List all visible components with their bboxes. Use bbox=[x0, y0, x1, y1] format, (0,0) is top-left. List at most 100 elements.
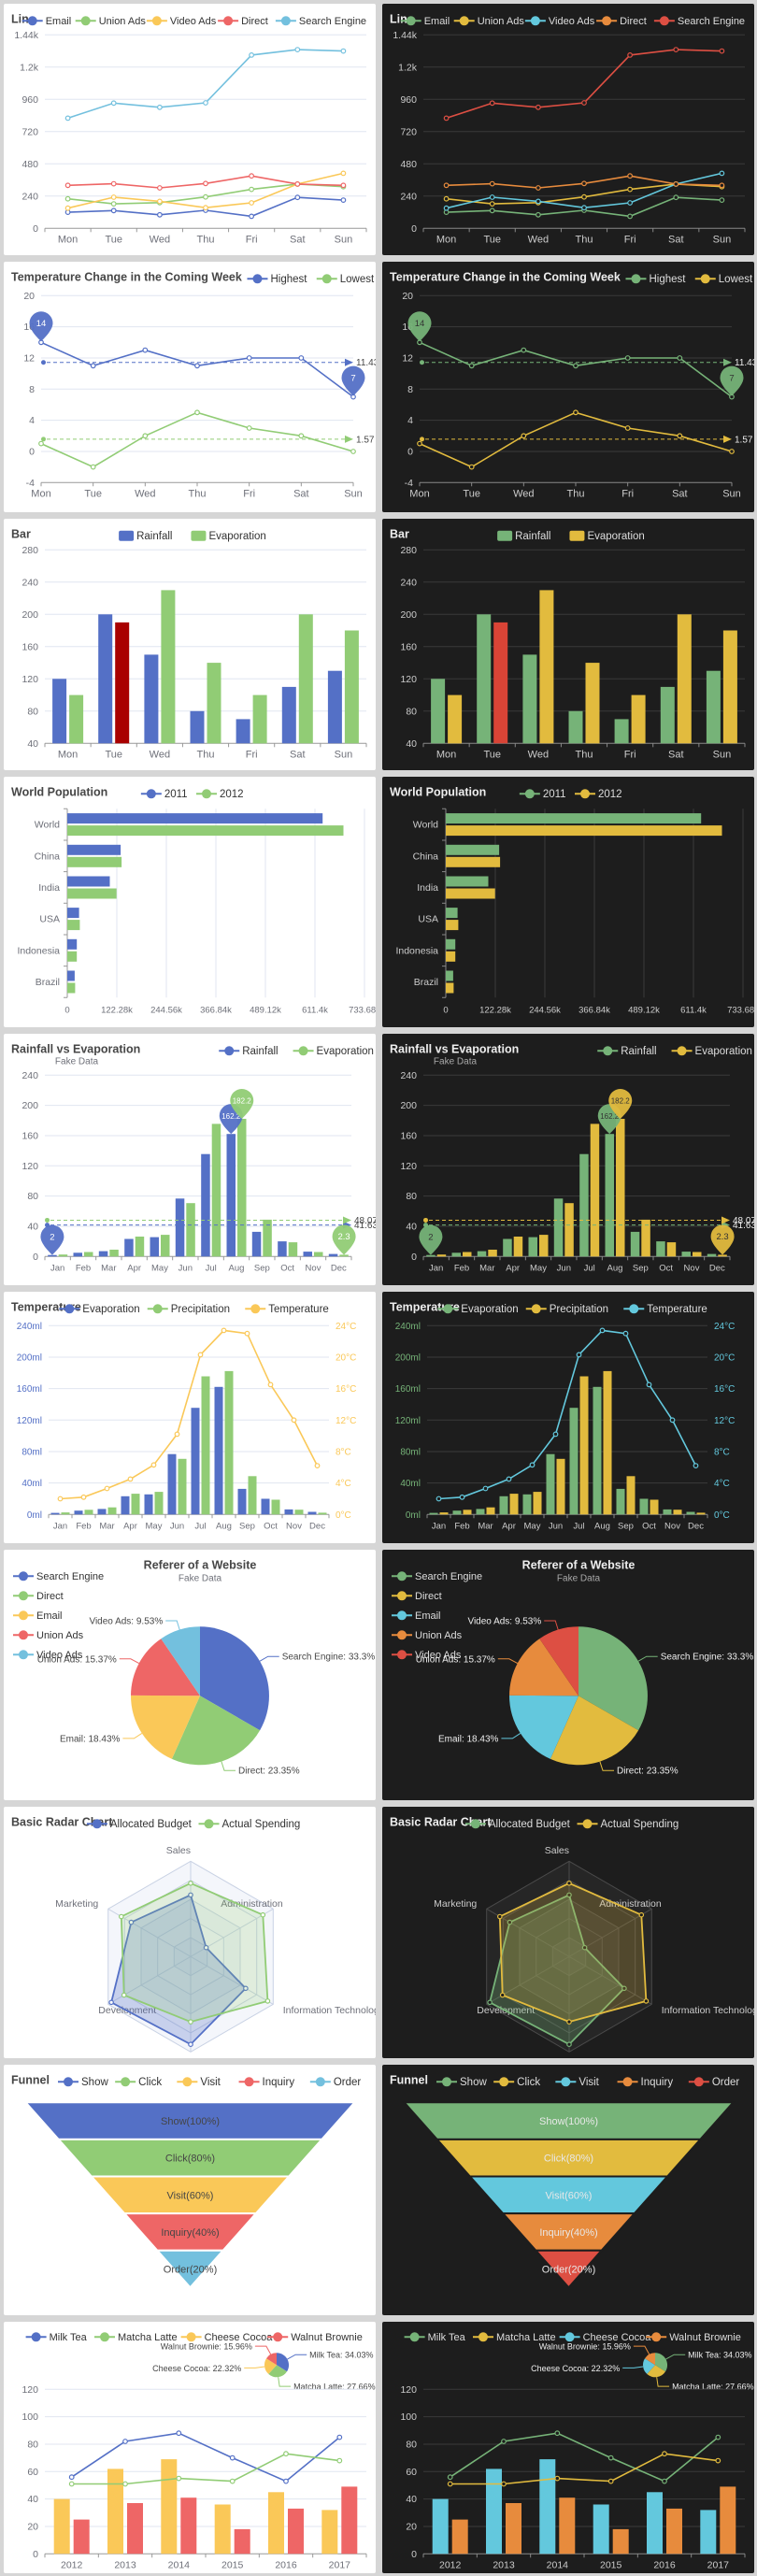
pie-slice-Video Ads[interactable] bbox=[539, 1625, 578, 1696]
line-series-Highest[interactable] bbox=[417, 338, 735, 400]
legend-item-Allocated Budget[interactable]: Allocated Budget bbox=[464, 1819, 571, 1830]
bar-series-1[interactable] bbox=[439, 1370, 706, 1515]
funnel-stage-Visit[interactable]: Visit(60%) bbox=[89, 2175, 292, 2214]
legend-item-Milk Tea[interactable]: Milk Tea bbox=[404, 2332, 466, 2343]
bar-series-2012[interactable] bbox=[67, 824, 344, 994]
pie-slice-Matcha Latte[interactable] bbox=[268, 2365, 287, 2378]
funnel-stage-Inquiry[interactable]: Inquiry(40%) bbox=[500, 2211, 637, 2252]
legend-item-Highest[interactable]: Highest bbox=[247, 274, 307, 285]
legend-item-Union Ads[interactable]: Union Ads bbox=[453, 16, 525, 27]
legend-item-Matcha Latte[interactable]: Matcha Latte bbox=[473, 2332, 556, 2343]
bar-series-1[interactable] bbox=[436, 1119, 727, 1257]
legend-item-Rainfall[interactable]: Rainfall bbox=[497, 530, 550, 542]
funnel-stage-Inquiry[interactable]: Inquiry(40%) bbox=[121, 2211, 259, 2252]
line-series-Search Engine[interactable] bbox=[64, 47, 347, 122]
legend-item-Evaporation[interactable]: Evaporation bbox=[191, 530, 266, 542]
legend-item-Temperature[interactable]: Temperature bbox=[245, 1304, 329, 1315]
legend-item-Email[interactable]: Email bbox=[400, 16, 450, 27]
legend-item-Search Engine[interactable]: Search Engine bbox=[392, 1571, 482, 1582]
legend-item-Evaporation[interactable]: Evaporation bbox=[437, 1304, 519, 1315]
pie-slice-Direct[interactable] bbox=[550, 1695, 639, 1765]
pie-slice-Union Ads[interactable] bbox=[131, 1638, 200, 1696]
line-series-Lowest[interactable] bbox=[417, 408, 735, 470]
legend-item-Walnut Brownie[interactable]: Walnut Brownie bbox=[267, 2332, 363, 2343]
legend-item-Direct[interactable]: Direct bbox=[13, 1591, 64, 1602]
bar-series-2011[interactable] bbox=[446, 812, 702, 981]
legend-item-Temperature[interactable]: Temperature bbox=[623, 1304, 707, 1315]
pie-slice-Email[interactable] bbox=[130, 1695, 200, 1759]
bar-series-1[interactable] bbox=[58, 1119, 349, 1257]
legend-item-Video Ads[interactable]: Video Ads bbox=[392, 1650, 462, 1661]
legend-item-Allocated Budget[interactable]: Allocated Budget bbox=[86, 1819, 193, 1830]
legend-item-Search Engine[interactable]: Search Engine bbox=[275, 16, 366, 27]
legend-item-Inquiry[interactable]: Inquiry bbox=[617, 2077, 674, 2088]
line-series-Direct[interactable] bbox=[64, 173, 347, 191]
legend-item-Lowest[interactable]: Lowest bbox=[316, 274, 375, 285]
pie-slice-Milk Tea[interactable] bbox=[655, 2353, 668, 2372]
legend-item-2012[interactable]: 2012 bbox=[575, 789, 622, 800]
legend-item-Rainfall[interactable]: Rainfall bbox=[597, 1046, 657, 1057]
bar-series-0[interactable] bbox=[52, 614, 342, 744]
legend-item-Email[interactable]: Email bbox=[392, 1610, 441, 1622]
legend-item-Matcha Latte[interactable]: Matcha Latte bbox=[94, 2332, 178, 2343]
legend-item-Search Engine[interactable]: Search Engine bbox=[13, 1571, 104, 1582]
legend-item-Highest[interactable]: Highest bbox=[625, 274, 686, 285]
radar-series-Actual Spending[interactable] bbox=[497, 1881, 650, 2025]
radar-series-Allocated Budget[interactable] bbox=[108, 1892, 249, 2048]
legend-item-Click[interactable]: Click bbox=[493, 2077, 540, 2088]
line-series-Milk Tea[interactable] bbox=[68, 2430, 343, 2484]
legend-item-Email[interactable]: Email bbox=[21, 16, 72, 27]
funnel-stage-Click[interactable]: Click(80%) bbox=[56, 2138, 324, 2178]
legend-item-Precipitation[interactable]: Precipitation bbox=[525, 1304, 608, 1315]
pie-slice-Union Ads[interactable] bbox=[509, 1638, 578, 1696]
legend-item-Union Ads[interactable]: Union Ads bbox=[13, 1630, 84, 1641]
pie-slice-Walnut Brownie[interactable] bbox=[266, 2353, 277, 2366]
legend-item-Order[interactable]: Order bbox=[688, 2077, 740, 2088]
legend-item-Evaporation[interactable]: Evaporation bbox=[293, 1046, 374, 1057]
radar-series-Actual Spending[interactable] bbox=[119, 1881, 271, 2025]
legend-item-Visit[interactable]: Visit bbox=[177, 2077, 221, 2088]
funnel-stage-Order[interactable]: Order(20%) bbox=[534, 2249, 604, 2289]
legend-item-Rainfall[interactable]: Rainfall bbox=[219, 1046, 279, 1057]
legend-item-Precipitation[interactable]: Precipitation bbox=[147, 1304, 230, 1315]
legend-item-Direct[interactable]: Direct bbox=[596, 16, 647, 27]
bar-series-Cheese Cocoa[interactable] bbox=[432, 2459, 717, 2555]
line-series-Highest[interactable] bbox=[38, 338, 356, 400]
legend-item-Walnut Brownie[interactable]: Walnut Brownie bbox=[646, 2332, 741, 2343]
legend-item-Video Ads[interactable]: Video Ads bbox=[524, 16, 595, 27]
legend-item-Evaporation[interactable]: Evaporation bbox=[671, 1046, 752, 1057]
legend-item-Click[interactable]: Click bbox=[115, 2077, 162, 2088]
pie-slice-Cheese Cocoa[interactable] bbox=[642, 2358, 655, 2375]
legend-item-Cheese Cocoa[interactable]: Cheese Cocoa bbox=[559, 2332, 652, 2343]
legend-item-2012[interactable]: 2012 bbox=[196, 789, 244, 800]
legend-item-Direct[interactable]: Direct bbox=[218, 16, 268, 27]
funnel-stage-Visit[interactable]: Visit(60%) bbox=[467, 2175, 670, 2214]
bar-series-1[interactable] bbox=[61, 1370, 327, 1515]
legend-item-Search Engine[interactable]: Search Engine bbox=[653, 16, 745, 27]
legend-item-Order[interactable]: Order bbox=[309, 2077, 362, 2088]
bar-series-0[interactable] bbox=[431, 614, 721, 744]
pie-slice-Search Engine[interactable] bbox=[200, 1625, 269, 1730]
funnel-stage-Show[interactable]: Show(100%) bbox=[402, 2101, 736, 2140]
pie-slice-Direct[interactable] bbox=[171, 1695, 261, 1765]
bar-series-1[interactable] bbox=[448, 590, 737, 744]
legend-item-Union Ads[interactable]: Union Ads bbox=[392, 1630, 463, 1641]
line-series-Email[interactable] bbox=[64, 194, 347, 220]
bar-series-Cheese Cocoa[interactable] bbox=[53, 2459, 338, 2555]
pie-slice-Milk Tea[interactable] bbox=[277, 2353, 290, 2372]
pie-slice-Walnut Brownie[interactable] bbox=[645, 2353, 655, 2366]
legend-item-Evaporation[interactable]: Evaporation bbox=[59, 1304, 140, 1315]
line-series-Temperature[interactable] bbox=[436, 1327, 699, 1502]
line-series-Milk Tea[interactable] bbox=[447, 2430, 721, 2484]
legend-item-Rainfall[interactable]: Rainfall bbox=[119, 530, 172, 542]
legend-item-Direct[interactable]: Direct bbox=[392, 1591, 442, 1602]
bar-series-Walnut Brownie[interactable] bbox=[73, 2486, 358, 2555]
bar-series-0[interactable] bbox=[50, 1386, 317, 1515]
line-series-Lowest[interactable] bbox=[38, 408, 356, 470]
bar-series-0[interactable] bbox=[426, 1134, 717, 1257]
radar-series-Allocated Budget[interactable] bbox=[487, 1892, 627, 2048]
legend-item-2011[interactable]: 2011 bbox=[519, 789, 566, 800]
legend-item-Actual Spending[interactable]: Actual Spending bbox=[577, 1819, 679, 1830]
pie-slice-Search Engine[interactable] bbox=[578, 1625, 648, 1730]
line-series-Matcha Latte[interactable] bbox=[68, 2451, 343, 2487]
